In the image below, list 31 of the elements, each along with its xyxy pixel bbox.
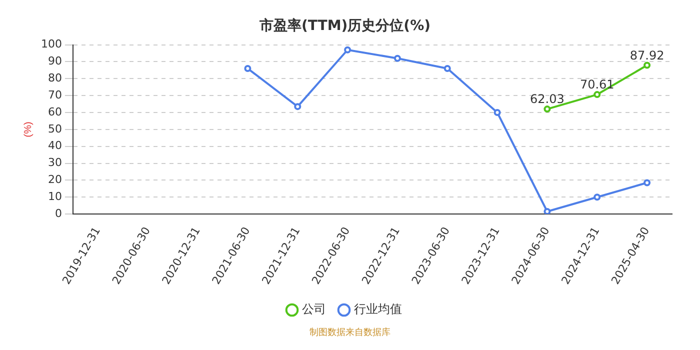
point [344,46,352,54]
point [594,91,601,98]
point [444,64,451,72]
y-tick-label: 0 [54,206,62,220]
data-label: 87.92 [630,48,664,62]
data-label: 70.61 [580,78,614,92]
point [394,54,401,62]
point [294,103,302,110]
point [644,62,651,69]
legend-label: 行业均值 [354,302,402,316]
y-tick-label: 10 [48,190,62,203]
y-axis-title: (%) [22,122,34,138]
point [544,106,551,113]
data-label: 62.03 [530,92,564,106]
y-tick-label: 80 [48,72,62,85]
y-tick-label: 50 [48,122,62,136]
y-tick-label: 20 [48,173,62,186]
point [644,179,651,186]
text: 制图数据来自数据库 [308,326,392,339]
point [544,208,551,214]
chart-title: 市盈率(TTM)历史分位(%) [258,17,430,34]
y-tick-label: 70 [48,88,62,102]
legend-label: 公司 [302,302,326,316]
y-tick-label: 40 [48,139,62,152]
point [244,64,252,72]
y-tick-label: 100 [40,38,62,51]
y-tick-label: 60 [48,105,62,118]
y-tick-label: 30 [48,156,62,170]
y-tick-label: 90 [48,54,62,68]
point [594,194,601,201]
point [494,108,501,116]
